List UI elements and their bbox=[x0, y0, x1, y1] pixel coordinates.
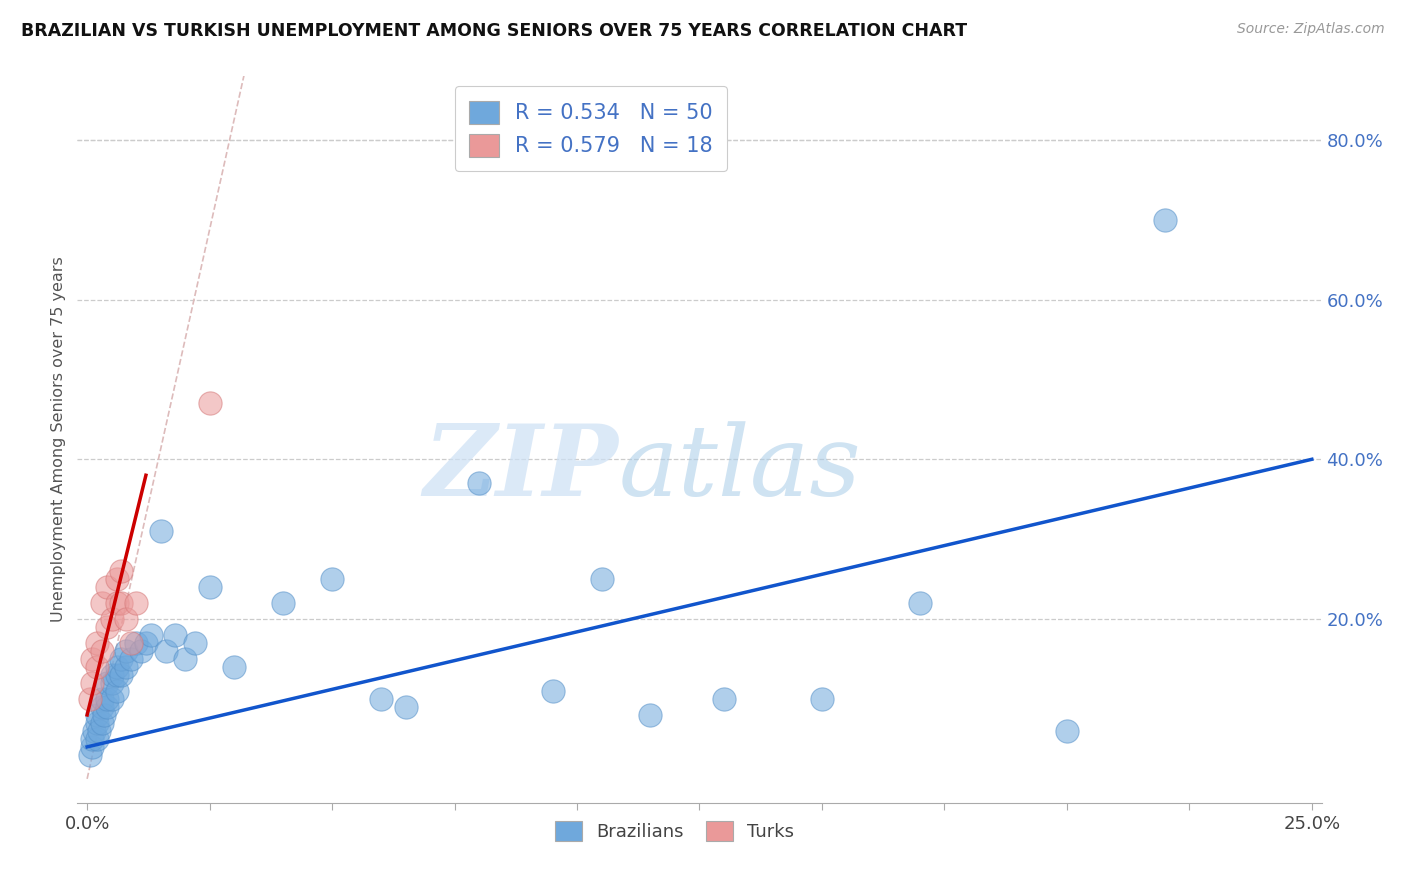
Point bbox=[908, 596, 931, 610]
Point bbox=[713, 692, 735, 706]
Point bbox=[110, 564, 132, 578]
Y-axis label: Unemployment Among Seniors over 75 years: Unemployment Among Seniors over 75 years bbox=[51, 256, 66, 623]
Point bbox=[105, 572, 128, 586]
Point bbox=[89, 723, 111, 738]
Point bbox=[105, 660, 128, 674]
Point bbox=[93, 707, 115, 722]
Point bbox=[100, 668, 122, 682]
Point bbox=[174, 652, 197, 666]
Point bbox=[105, 668, 128, 682]
Text: Source: ZipAtlas.com: Source: ZipAtlas.com bbox=[1237, 22, 1385, 37]
Point bbox=[86, 715, 108, 730]
Point bbox=[86, 707, 108, 722]
Point bbox=[149, 524, 172, 538]
Point bbox=[80, 652, 103, 666]
Legend: Brazilians, Turks: Brazilians, Turks bbox=[548, 814, 801, 848]
Point bbox=[125, 636, 148, 650]
Point bbox=[271, 596, 294, 610]
Point bbox=[468, 476, 491, 491]
Point bbox=[110, 668, 132, 682]
Point bbox=[96, 676, 118, 690]
Point bbox=[184, 636, 207, 650]
Point bbox=[79, 747, 101, 762]
Text: BRAZILIAN VS TURKISH UNEMPLOYMENT AMONG SENIORS OVER 75 YEARS CORRELATION CHART: BRAZILIAN VS TURKISH UNEMPLOYMENT AMONG … bbox=[21, 22, 967, 40]
Point bbox=[80, 676, 103, 690]
Point bbox=[155, 644, 177, 658]
Point bbox=[90, 596, 112, 610]
Point bbox=[105, 684, 128, 698]
Point bbox=[370, 692, 392, 706]
Point bbox=[321, 572, 343, 586]
Point bbox=[125, 596, 148, 610]
Point bbox=[591, 572, 613, 586]
Point bbox=[115, 612, 138, 626]
Point bbox=[198, 580, 221, 594]
Point bbox=[110, 596, 132, 610]
Point bbox=[105, 596, 128, 610]
Point bbox=[86, 731, 108, 746]
Point bbox=[129, 644, 152, 658]
Point bbox=[90, 644, 112, 658]
Point bbox=[541, 684, 564, 698]
Point bbox=[640, 707, 662, 722]
Point bbox=[120, 636, 142, 650]
Point bbox=[80, 739, 103, 754]
Point bbox=[100, 676, 122, 690]
Point bbox=[80, 731, 103, 746]
Point bbox=[100, 612, 122, 626]
Point bbox=[135, 636, 157, 650]
Point bbox=[115, 660, 138, 674]
Point bbox=[96, 620, 118, 634]
Point bbox=[120, 652, 142, 666]
Point bbox=[90, 692, 112, 706]
Point bbox=[165, 628, 187, 642]
Point bbox=[100, 692, 122, 706]
Point bbox=[198, 396, 221, 410]
Point bbox=[90, 715, 112, 730]
Point bbox=[96, 580, 118, 594]
Point bbox=[222, 660, 245, 674]
Point bbox=[394, 700, 416, 714]
Text: ZIP: ZIP bbox=[423, 420, 619, 516]
Point bbox=[86, 660, 108, 674]
Point bbox=[83, 723, 105, 738]
Point bbox=[90, 700, 112, 714]
Text: atlas: atlas bbox=[619, 421, 862, 516]
Point bbox=[115, 644, 138, 658]
Point bbox=[86, 636, 108, 650]
Point bbox=[811, 692, 834, 706]
Point bbox=[139, 628, 162, 642]
Point bbox=[110, 652, 132, 666]
Point bbox=[1154, 212, 1177, 227]
Point bbox=[96, 700, 118, 714]
Point bbox=[79, 692, 101, 706]
Point bbox=[96, 692, 118, 706]
Point bbox=[1056, 723, 1078, 738]
